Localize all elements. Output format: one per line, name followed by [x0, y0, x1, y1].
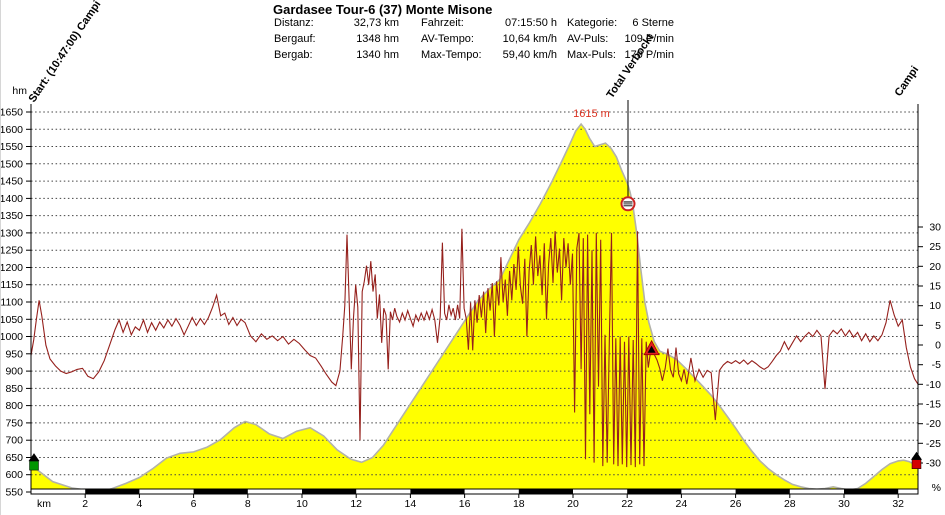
- svg-text:1200: 1200: [1, 262, 23, 274]
- svg-text:1050: 1050: [1, 314, 23, 326]
- stat-value: 1348 hm: [356, 33, 399, 45]
- stat-value: 6 Sterne: [632, 17, 674, 29]
- pulse-line: [30, 228, 919, 468]
- svg-text:28: 28: [784, 498, 796, 510]
- svg-text:-30: -30: [926, 458, 941, 470]
- stat-label: AV-Tempo:: [421, 33, 474, 45]
- svg-text:-20: -20: [926, 418, 941, 430]
- svg-text:1150: 1150: [1, 279, 23, 291]
- svg-text:1250: 1250: [1, 245, 23, 257]
- no-entry-sign[interactable]: [620, 196, 636, 212]
- x-tick-labels: 2 4 6 8 10 12 14 16 18 20 22 24 26 28 30 32: [82, 498, 904, 510]
- elevation-outline: [30, 122, 919, 493]
- svg-text:600: 600: [5, 469, 23, 481]
- stat-label: Max-Tempo:: [421, 49, 482, 61]
- scale-bar: [30, 488, 919, 495]
- svg-text:30: 30: [929, 222, 941, 234]
- stat-value: 1340 hm: [356, 49, 399, 61]
- svg-text:10: 10: [929, 300, 941, 312]
- svg-text:16: 16: [459, 498, 471, 510]
- stat-label: Bergauf:: [274, 33, 316, 45]
- svg-text:-5: -5: [932, 359, 941, 371]
- svg-text:-25: -25: [926, 438, 941, 450]
- svg-text:750: 750: [5, 417, 23, 429]
- svg-text:32: 32: [892, 498, 904, 510]
- svg-text:900: 900: [5, 366, 23, 378]
- stat-value: 10,64 km/h: [502, 33, 557, 45]
- svg-text:12: 12: [350, 498, 362, 510]
- svg-text:700: 700: [5, 435, 23, 447]
- svg-text:800: 800: [5, 400, 23, 412]
- svg-text:20: 20: [929, 261, 941, 273]
- svg-text:26: 26: [730, 498, 742, 510]
- svg-text:6: 6: [191, 498, 197, 510]
- svg-text:25: 25: [929, 241, 941, 253]
- svg-text:15: 15: [929, 281, 941, 293]
- svg-text:1400: 1400: [1, 193, 23, 205]
- svg-text:24: 24: [676, 498, 688, 510]
- svg-text:5: 5: [935, 320, 941, 332]
- svg-text:850: 850: [5, 383, 23, 395]
- svg-text:1500: 1500: [1, 158, 23, 170]
- y-left-axis-unit: hm: [12, 85, 27, 97]
- stat-label: Max-Puls:: [567, 49, 616, 61]
- y-right-axis-unit: %: [932, 482, 941, 494]
- finish-marker[interactable]: [911, 451, 922, 469]
- stat-value: 179 P/min: [624, 49, 674, 61]
- svg-text:14: 14: [405, 498, 417, 510]
- svg-text:650: 650: [5, 452, 23, 464]
- finish-label: Campi: [893, 64, 922, 99]
- svg-text:10: 10: [296, 498, 308, 510]
- svg-text:950: 950: [5, 348, 23, 360]
- svg-text:4: 4: [136, 498, 142, 510]
- svg-text:1450: 1450: [1, 176, 23, 188]
- svg-text:1350: 1350: [1, 210, 23, 222]
- steep-warning-sign[interactable]: [643, 339, 660, 356]
- y-right-tick-labels: 30 25 20 15 10 5 0 -5 -10 -15 -20 -25 -30: [926, 222, 941, 470]
- stat-label: Fahrzeit:: [421, 17, 464, 29]
- svg-text:18: 18: [513, 498, 525, 510]
- svg-text:1550: 1550: [1, 141, 23, 153]
- svg-text:550: 550: [5, 487, 23, 499]
- svg-text:-15: -15: [926, 399, 941, 411]
- stat-label: Bergab:: [274, 49, 313, 61]
- svg-text:2: 2: [82, 498, 88, 510]
- stat-value: 59,40 km/h: [502, 49, 557, 61]
- svg-text:0: 0: [935, 340, 941, 352]
- page-title: Gardasee Tour-6 (37) Monte Misone: [273, 2, 493, 17]
- stat-value: 109 P/min: [624, 33, 674, 45]
- svg-text:-10: -10: [926, 379, 941, 391]
- svg-text:1300: 1300: [1, 227, 23, 239]
- svg-text:22: 22: [621, 498, 633, 510]
- start-label: Start: (10:47:00) Campi: [27, 0, 104, 105]
- svg-text:1100: 1100: [1, 297, 23, 309]
- stat-label: Distanz:: [274, 17, 314, 29]
- x-axis-unit: km: [37, 498, 51, 510]
- svg-text:1650: 1650: [1, 107, 23, 119]
- svg-text:20: 20: [567, 498, 579, 510]
- stat-label: AV-Puls:: [567, 33, 609, 45]
- peak-elevation-label: 1615 m: [573, 108, 610, 120]
- svg-text:30: 30: [838, 498, 850, 510]
- y-left-tick-labels: 550 600 650 700 750 800 850 900 950 1000 1050 1100 1…: [1, 107, 23, 499]
- start-marker[interactable]: [28, 453, 40, 471]
- svg-text:1000: 1000: [1, 331, 23, 343]
- stat-value: 32,73 km: [353, 17, 399, 29]
- svg-text:8: 8: [245, 498, 251, 510]
- stat-label: Kategorie:: [567, 17, 618, 29]
- stat-value: 07:15:50 h: [505, 17, 557, 29]
- svg-text:1600: 1600: [1, 124, 23, 136]
